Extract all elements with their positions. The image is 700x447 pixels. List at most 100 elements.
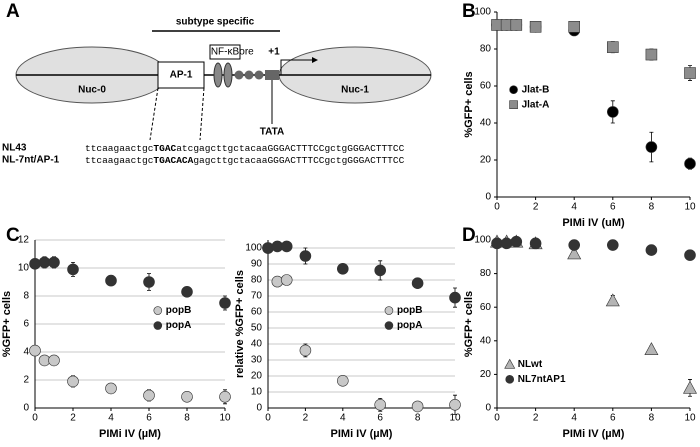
x-axis-label: PIMi IV (µM): [331, 428, 393, 440]
x-tick-label: 6: [146, 413, 152, 424]
ap1-label: AP-1: [170, 70, 193, 81]
site: [223, 62, 233, 88]
marker: [219, 297, 231, 309]
x-tick-label: 2: [303, 413, 309, 424]
marker: [29, 257, 41, 270]
seq-part: gagcttgctacaaGGGACTTTCCgctgGGGACTTTCC: [193, 155, 404, 166]
y-tick-label: 80: [480, 44, 492, 55]
tss-arrow: [312, 57, 318, 63]
y-tick-label: 60: [480, 302, 492, 313]
marker: [105, 274, 117, 287]
x-tick-label: 2: [533, 413, 539, 424]
legend-label: popA: [166, 320, 192, 331]
y-tick-label: 60: [480, 81, 492, 92]
marker: [67, 263, 79, 276]
y-tick-label: 0: [23, 403, 29, 414]
marker: [336, 262, 349, 275]
marker: [644, 342, 659, 355]
marker: [449, 291, 461, 304]
x-tick-label: 10: [449, 413, 461, 424]
y-tick-label: 80: [480, 268, 492, 279]
marker: [568, 239, 581, 251]
marker: [605, 293, 620, 307]
legend-label: popB: [166, 305, 192, 316]
x-tick-label: 10: [684, 413, 696, 424]
promoter-diagram: subtype specific core Nuc-0 Nuc-1 AP-1 N…: [2, 17, 432, 166]
x-tick-label: 0: [32, 413, 38, 424]
y-tick-label: 0: [256, 403, 262, 414]
core-label: core: [234, 47, 254, 58]
x-tick-label: 0: [265, 413, 271, 424]
marker: [504, 358, 516, 369]
x-tick-label: 4: [571, 202, 577, 213]
legend-label: popA: [397, 320, 423, 331]
y-axis-label: %GFP+ cells: [463, 71, 475, 137]
marker: [684, 157, 696, 170]
marker: [645, 48, 658, 61]
nuc-label: Nuc-0: [78, 85, 106, 96]
y-tick-label: 30: [251, 355, 263, 366]
marker: [509, 85, 518, 94]
y-tick-label: 60: [251, 307, 263, 318]
y-tick-label: 80: [251, 275, 263, 286]
seq-part: ttcaagaactgc: [85, 155, 154, 166]
legend-label: popB: [397, 305, 423, 316]
marker: [682, 380, 698, 394]
marker: [219, 390, 231, 403]
seq-label: NL-7nt/AP-1: [2, 155, 60, 166]
x-tick-label: 2: [70, 413, 76, 424]
marker: [143, 389, 155, 402]
x-axis-label: PIMi IV (uM): [562, 217, 625, 229]
marker: [509, 100, 518, 109]
marker: [411, 400, 424, 413]
y-axis-label: %GFP+ cells: [1, 291, 13, 357]
marker: [500, 237, 513, 250]
y-tick-label: 70: [251, 291, 263, 302]
marker: [29, 344, 41, 357]
y-tick-label: 50: [251, 323, 263, 334]
y-tick-label: 40: [480, 335, 492, 346]
y-tick-label: 20: [480, 369, 492, 380]
marker: [510, 235, 523, 248]
seq-part: TGAC: [153, 143, 176, 154]
marker: [299, 344, 312, 357]
y-tick-label: 20: [251, 371, 263, 382]
marker: [374, 398, 387, 411]
guide: [199, 87, 205, 141]
y-tick-label: 8: [23, 291, 29, 302]
panel-letter: A: [6, 1, 20, 22]
legend-label: Jlat-B: [522, 84, 550, 95]
y-tick-label: 40: [251, 339, 263, 350]
y-tick-label: 100: [245, 243, 262, 254]
marker: [645, 141, 658, 153]
x-tick-label: 8: [184, 413, 190, 424]
marker: [411, 277, 424, 290]
y-tick-label: 90: [251, 259, 263, 270]
marker: [529, 20, 542, 33]
x-tick-label: 4: [571, 413, 577, 424]
bracket-label: subtype specific: [176, 17, 255, 28]
marker: [299, 250, 312, 262]
x-tick-label: 6: [610, 413, 616, 424]
site: [254, 70, 264, 80]
y-tick-label: 4: [23, 347, 29, 358]
marker: [105, 382, 117, 395]
panel-letter: D: [462, 225, 476, 246]
nfkb-label: NF-κB: [211, 47, 240, 58]
x-tick-label: 6: [610, 202, 616, 213]
x-tick-label: 4: [108, 413, 114, 424]
marker: [568, 20, 581, 33]
marker: [510, 19, 523, 31]
y-tick-label: 100: [474, 7, 491, 18]
marker: [567, 246, 582, 260]
y-tick-label: 0: [485, 192, 491, 203]
tss-arrow: [280, 59, 312, 75]
seq-part: atcgagcttgctacaaGGGACTTTCCgctgGGGACTTTCC: [176, 143, 404, 154]
panel-letter: C: [6, 225, 20, 246]
tata-label: TATA: [260, 127, 284, 138]
y-tick-label: 6: [23, 319, 29, 330]
y-tick-label: 12: [18, 235, 30, 246]
marker: [384, 306, 394, 315]
panel-letter: B: [462, 1, 476, 22]
